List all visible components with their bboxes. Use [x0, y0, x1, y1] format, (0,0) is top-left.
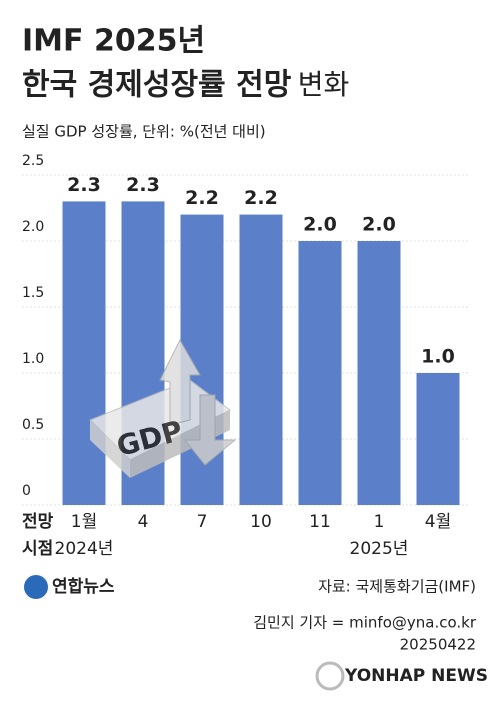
- x-tick-label: 4월: [425, 512, 451, 532]
- date: 20250422: [400, 636, 476, 654]
- credit: 김민지 기자 = minfo@yna.co.kr: [253, 614, 477, 632]
- y-tick-label: 1.0: [22, 351, 44, 367]
- x-tick-label: 10: [250, 512, 272, 532]
- x-tick-label: 11: [309, 512, 331, 532]
- y-tick-label: 0: [22, 483, 31, 499]
- logo: 연합뉴스: [24, 575, 115, 599]
- bar: [62, 201, 106, 505]
- watermark-icon: [315, 661, 345, 691]
- value-label: 1.0: [421, 346, 455, 368]
- source: 자료: 국제통화기금(IMF): [318, 578, 476, 596]
- chart-title-suffix: 변화: [298, 68, 350, 101]
- chart-title: 한국 경제성장률 전망: [22, 68, 292, 103]
- year-label: 2025년: [350, 539, 409, 559]
- value-label: 2.3: [67, 174, 101, 196]
- y-tick-label: 2.5: [22, 153, 44, 169]
- value-label: 2.0: [303, 214, 337, 236]
- chart-title: IMF 2025년: [22, 24, 205, 59]
- x-tick-label: 1월: [71, 512, 97, 532]
- x-tick-label: 4: [138, 512, 149, 532]
- y-tick-label: 2.0: [22, 219, 44, 235]
- bar: [357, 241, 401, 505]
- row-label: 전망: [22, 512, 54, 532]
- bar: [416, 373, 460, 505]
- row-label: 시점: [22, 539, 53, 559]
- x-tick-label: 7: [197, 512, 208, 532]
- value-label: 2.2: [185, 187, 219, 209]
- logo-text: 연합뉴스: [52, 576, 115, 597]
- bar: [298, 241, 342, 505]
- chart-subtitle: 실질 GDP 성장률, 단위: %(전년 대비): [22, 123, 266, 141]
- y-tick-label: 0.5: [22, 417, 44, 433]
- value-label: 2.0: [362, 214, 396, 236]
- value-label: 2.3: [126, 174, 160, 196]
- x-tick-label: 1: [374, 512, 385, 532]
- value-label: 2.2: [244, 187, 278, 209]
- gdp-illustration: GDP: [89, 338, 237, 478]
- year-label: 2024년: [55, 539, 114, 559]
- bar: [239, 214, 283, 505]
- y-tick-label: 1.5: [22, 285, 44, 301]
- watermark: YONHAP NEWS: [344, 666, 488, 686]
